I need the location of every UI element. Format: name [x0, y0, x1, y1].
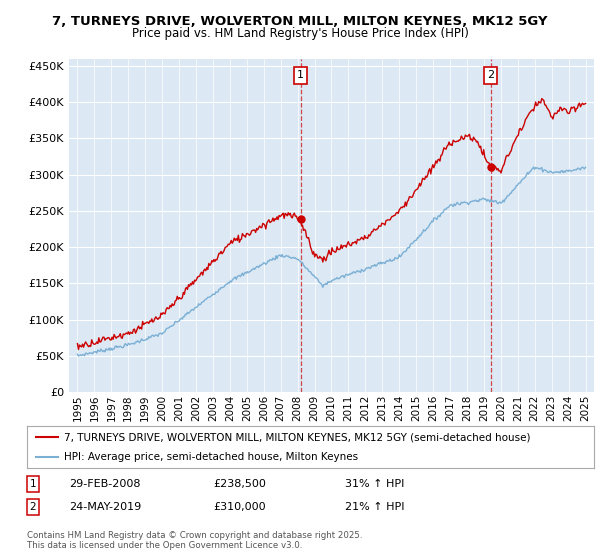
Text: Price paid vs. HM Land Registry's House Price Index (HPI): Price paid vs. HM Land Registry's House …	[131, 27, 469, 40]
Text: £238,500: £238,500	[213, 479, 266, 489]
Text: £310,000: £310,000	[213, 502, 266, 512]
Text: 1: 1	[297, 71, 304, 81]
Text: 24-MAY-2019: 24-MAY-2019	[69, 502, 141, 512]
Text: 29-FEB-2008: 29-FEB-2008	[69, 479, 140, 489]
Text: 7, TURNEYS DRIVE, WOLVERTON MILL, MILTON KEYNES, MK12 5GY (semi-detached house): 7, TURNEYS DRIVE, WOLVERTON MILL, MILTON…	[64, 432, 530, 442]
Text: 2: 2	[29, 502, 37, 512]
Text: 7, TURNEYS DRIVE, WOLVERTON MILL, MILTON KEYNES, MK12 5GY: 7, TURNEYS DRIVE, WOLVERTON MILL, MILTON…	[52, 15, 548, 28]
Text: 2: 2	[487, 71, 494, 81]
Text: 1: 1	[29, 479, 37, 489]
Text: Contains HM Land Registry data © Crown copyright and database right 2025.
This d: Contains HM Land Registry data © Crown c…	[27, 531, 362, 550]
Text: 21% ↑ HPI: 21% ↑ HPI	[345, 502, 404, 512]
Text: HPI: Average price, semi-detached house, Milton Keynes: HPI: Average price, semi-detached house,…	[64, 452, 358, 462]
Text: 31% ↑ HPI: 31% ↑ HPI	[345, 479, 404, 489]
